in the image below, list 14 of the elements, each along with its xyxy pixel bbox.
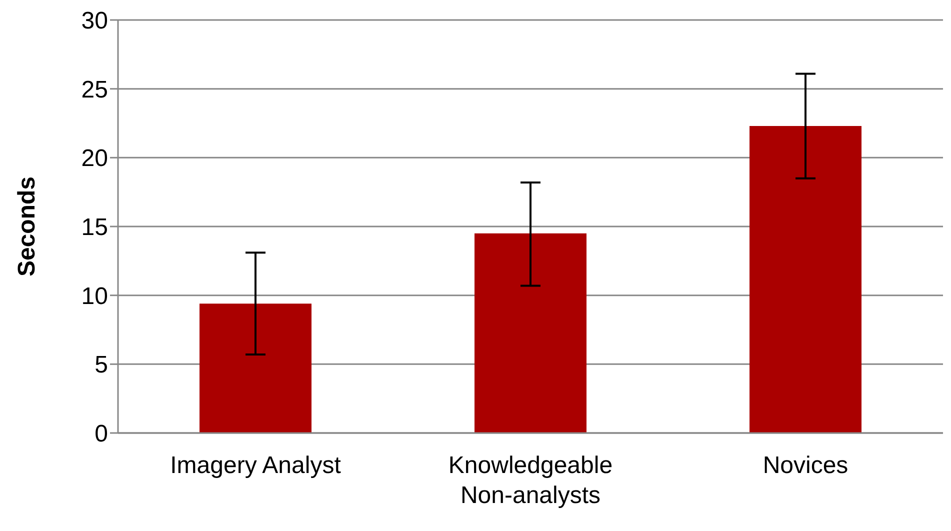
y-tick-label: 20 xyxy=(81,145,108,172)
y-tick-label: 0 xyxy=(94,420,108,448)
y-tick-label: 10 xyxy=(81,282,108,310)
x-tick-label: Imagery Analyst xyxy=(170,452,342,479)
y-tick-label: 25 xyxy=(81,76,108,104)
bar xyxy=(750,126,862,433)
x-tick-label: Knowledgeable Non-analysts xyxy=(448,452,613,509)
y-axis-title: Seconds xyxy=(14,176,41,277)
bar xyxy=(474,233,586,433)
bar xyxy=(200,304,312,433)
y-tick-label: 5 xyxy=(94,352,108,379)
x-tick-label: Novices xyxy=(762,452,848,479)
y-tick-label: 15 xyxy=(81,214,108,242)
y-tick-label: 30 xyxy=(81,8,108,35)
